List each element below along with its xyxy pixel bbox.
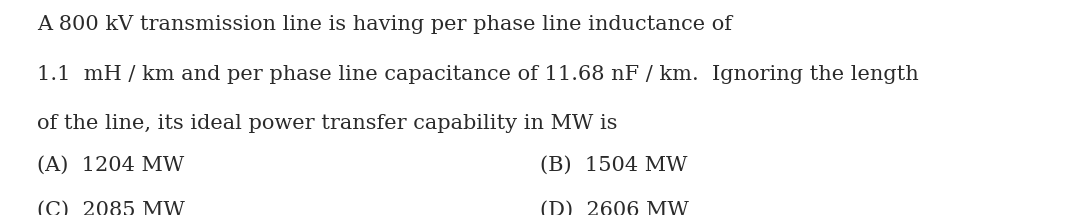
Text: (A)  1204 MW: (A) 1204 MW: [37, 156, 184, 175]
Text: of the line, its ideal power transfer capability in MW is: of the line, its ideal power transfer ca…: [37, 114, 618, 133]
Text: 1.1  mH / km and per phase line capacitance of 11.68 nF / km.  Ignoring the leng: 1.1 mH / km and per phase line capacitan…: [37, 64, 918, 83]
Text: (C)  2085 MW: (C) 2085 MW: [37, 201, 185, 215]
Text: (D)  2606 MW: (D) 2606 MW: [540, 201, 689, 215]
Text: (B)  1504 MW: (B) 1504 MW: [540, 156, 688, 175]
Text: A 800 kV transmission line is having per phase line inductance of: A 800 kV transmission line is having per…: [37, 15, 732, 34]
